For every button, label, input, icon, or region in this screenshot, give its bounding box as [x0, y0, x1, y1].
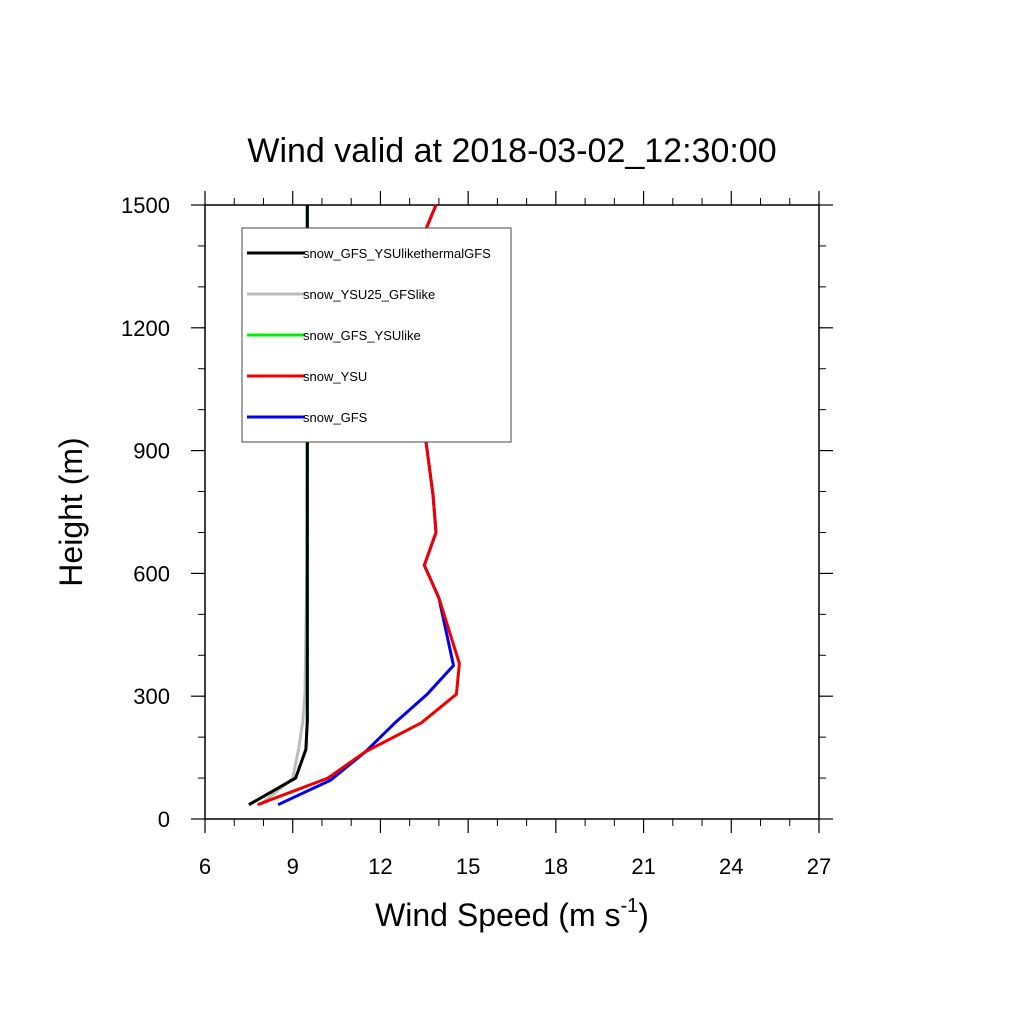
chart-title: Wind valid at 2018-03-02_12:30:00 [247, 132, 776, 170]
x-axis-title-main: Wind Speed (m s [375, 897, 620, 933]
axis-ticks [191, 191, 833, 833]
legend-label: snow_YSU25_GFSlike [303, 287, 435, 302]
x-tick-label: 12 [368, 854, 392, 879]
y-tick-labels: 0 300 600 900 1200 1500 [121, 193, 170, 832]
x-tick-label: 24 [719, 854, 743, 879]
y-axis-title: Height (m) [53, 437, 89, 586]
legend-label: snow_GFS_YSUlikethermalGFS [303, 246, 491, 261]
x-tick-label: 18 [544, 854, 568, 879]
x-axis-title: Wind Speed (m s-1) [375, 895, 649, 933]
x-tick-label: 21 [631, 854, 655, 879]
legend-label: snow_YSU [303, 369, 367, 384]
legend-label: snow_GFS [303, 410, 368, 425]
x-tick-label: 15 [456, 854, 480, 879]
y-tick-label: 0 [158, 807, 170, 832]
y-tick-label: 900 [133, 439, 170, 464]
y-tick-label: 600 [133, 561, 170, 586]
plot-frame [204, 204, 820, 820]
x-tick-label: 9 [287, 854, 299, 879]
x-axis-title-suffix: ) [638, 897, 649, 933]
y-tick-label: 300 [133, 684, 170, 709]
legend-items: snow_GFS_YSUlikethermalGFS snow_YSU25_GFS… [247, 246, 491, 425]
legend: snow_GFS_YSUlikethermalGFS snow_YSU25_GFS… [241, 227, 512, 443]
x-tick-labels: 6 9 12 15 18 21 24 27 [199, 854, 831, 879]
y-tick-label: 1500 [121, 193, 170, 218]
x-tick-label: 6 [199, 854, 211, 879]
y-tick-label: 1200 [121, 316, 170, 341]
plot-border [204, 204, 820, 820]
x-axis-title-superscript: -1 [620, 895, 638, 917]
legend-label: snow_GFS_YSUlike [303, 328, 421, 343]
x-tick-label: 27 [807, 854, 831, 879]
